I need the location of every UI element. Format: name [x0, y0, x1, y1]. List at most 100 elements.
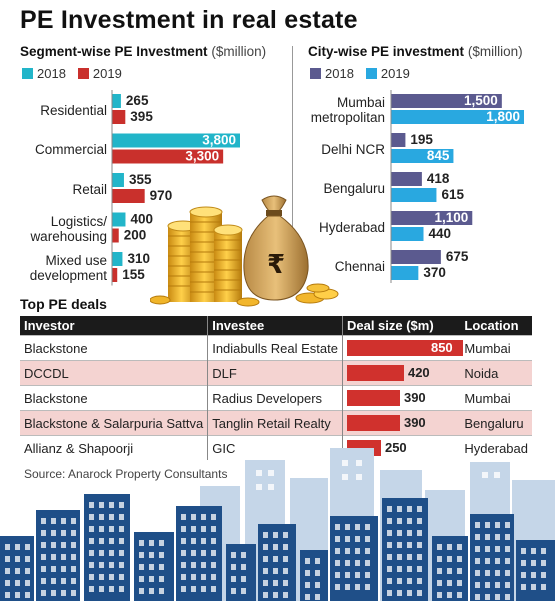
segment-chart-heading: Segment-wise PE Investment ($million)	[20, 44, 266, 59]
investee-cell: Indiabulls Real Estate	[207, 335, 343, 361]
bar-2019	[391, 188, 437, 202]
segment-legend-item-2018: 2018	[22, 66, 66, 81]
segment-chart-title: Segment-wise PE Investment	[20, 44, 208, 59]
investee-cell: Tanglin Retail Realty	[207, 410, 343, 436]
money-bag-coins-illustration: ₹	[150, 195, 339, 307]
bar-2019	[391, 227, 424, 241]
deal-size-value: 420	[407, 365, 430, 380]
deal-size-value: 250	[384, 440, 407, 455]
bar-2018	[112, 212, 126, 227]
bar-2018	[391, 172, 422, 186]
bar-value-label: 1,500	[464, 93, 498, 108]
investor-cell: Blackstone	[20, 385, 208, 411]
legend-label: 2018	[37, 66, 66, 81]
bar-value-label: 440	[429, 226, 452, 241]
bar-2019	[391, 149, 454, 163]
category-label: Retail	[72, 181, 107, 197]
investor-cell: Blackstone	[20, 335, 208, 361]
column-header-investee: Investee	[207, 316, 343, 336]
table-row: Blackstone Radius Developers 390 Mumbai	[20, 385, 532, 411]
location-cell: Hyderabad	[460, 435, 532, 460]
location-cell: Noida	[460, 360, 532, 386]
deal-size-value: 390	[403, 390, 426, 405]
bar-2019	[112, 110, 126, 124]
column-divider	[292, 46, 293, 292]
city-legend-item-2019: 2019	[365, 66, 410, 81]
location-cell: Bengaluru	[460, 410, 532, 436]
investor-cell: Allianz & Shapoorji	[20, 435, 208, 460]
page-title: PE Investment in real estate	[20, 6, 358, 34]
category-label: Residential	[40, 102, 107, 118]
bar-2019	[112, 268, 118, 282]
bar-value-label: 3,800	[202, 133, 236, 148]
column-header-investor: Investor	[20, 316, 208, 336]
bar-value-label: 195	[410, 132, 433, 147]
column-header-location: Location	[460, 316, 532, 336]
deal-size-value: 390	[403, 415, 426, 430]
bar-2018	[391, 250, 441, 264]
deal-bar-fill	[346, 340, 463, 356]
bar-value-label: 400	[130, 212, 153, 227]
table-row: Blackstone & Salarpuria Sattva Tanglin Re…	[20, 410, 532, 436]
svg-text:₹: ₹	[267, 250, 285, 280]
bar-value-label: 418	[427, 171, 450, 186]
investee-cell: GIC	[207, 435, 343, 460]
bar-value-label: 1,100	[434, 210, 468, 225]
category-label: Logistics/warehousing	[30, 213, 107, 244]
bar-value-label: 370	[423, 265, 446, 280]
table-header-row: Investor Investee Deal size ($m) Locatio…	[20, 316, 532, 336]
bar-2019	[112, 149, 224, 164]
location-cell: Mumbai	[460, 335, 532, 361]
deal-size-bar: 850	[346, 340, 463, 356]
column-header-deal-size: Deal size ($m)	[341, 316, 461, 336]
bar-value-label: 200	[124, 228, 147, 243]
bar-value-label: 3,300	[185, 149, 219, 164]
bar-2018	[112, 94, 121, 108]
investor-cell: Blackstone & Salarpuria Sattva	[20, 410, 208, 436]
city-chart-heading: City-wise PE investment ($million)	[308, 44, 523, 59]
bar-value-label: 1,800	[486, 109, 520, 124]
city-legend: 2018 2019	[310, 66, 422, 81]
category-label: Bengaluru	[323, 180, 385, 196]
bar-2018	[112, 252, 123, 266]
deals-title: Top PE deals	[20, 296, 107, 312]
deal-size-cell: 390	[341, 410, 461, 436]
deal-size-bar: 390	[346, 415, 456, 431]
category-label: Commercial	[34, 142, 107, 157]
category-label: Mumbai metropolitan	[310, 95, 385, 125]
bar-value-label: 355	[129, 172, 152, 187]
legend-label: 2019	[92, 66, 122, 81]
deal-bar-fill	[346, 365, 404, 381]
bar-value-label: 155	[122, 267, 145, 282]
money-bag-icon: ₹	[243, 195, 309, 301]
deal-bar-fill	[346, 390, 400, 406]
deal-bar-fill	[346, 415, 400, 431]
deal-size-value: 850	[430, 340, 453, 355]
bar-value-label: 615	[441, 187, 464, 202]
coin-pile	[236, 283, 339, 307]
bar-2018	[391, 211, 473, 225]
category-label: Delhi NCR	[321, 141, 385, 157]
city-chart-title: City-wise PE investment	[308, 44, 465, 59]
table-row: DCCDL DLF 420 Noida	[20, 360, 532, 386]
bar-2018	[391, 133, 406, 147]
bar-value-label: 845	[427, 148, 450, 163]
category-label: Hyderabad	[318, 219, 385, 235]
bar-value-label: 675	[446, 249, 469, 264]
loose-coin	[150, 295, 171, 305]
bar-value-label: 970	[150, 188, 173, 203]
legend-swatch	[77, 68, 89, 79]
bar-value-label: 395	[130, 109, 153, 124]
segment-legend: 2018 2019	[22, 66, 134, 81]
bar-2019	[391, 266, 419, 280]
legend-swatch	[365, 68, 377, 79]
bar-2018	[391, 94, 502, 108]
legend-swatch	[310, 68, 321, 79]
city-legend-item-2018: 2018	[310, 66, 354, 81]
bar-2018	[112, 173, 124, 187]
source-note: Source: Anarock Property Consultants	[24, 467, 228, 481]
investee-cell: DLF	[207, 360, 343, 386]
bar-2019	[112, 228, 119, 243]
category-label: Chennai	[334, 258, 385, 274]
legend-label: 2018	[325, 66, 354, 81]
